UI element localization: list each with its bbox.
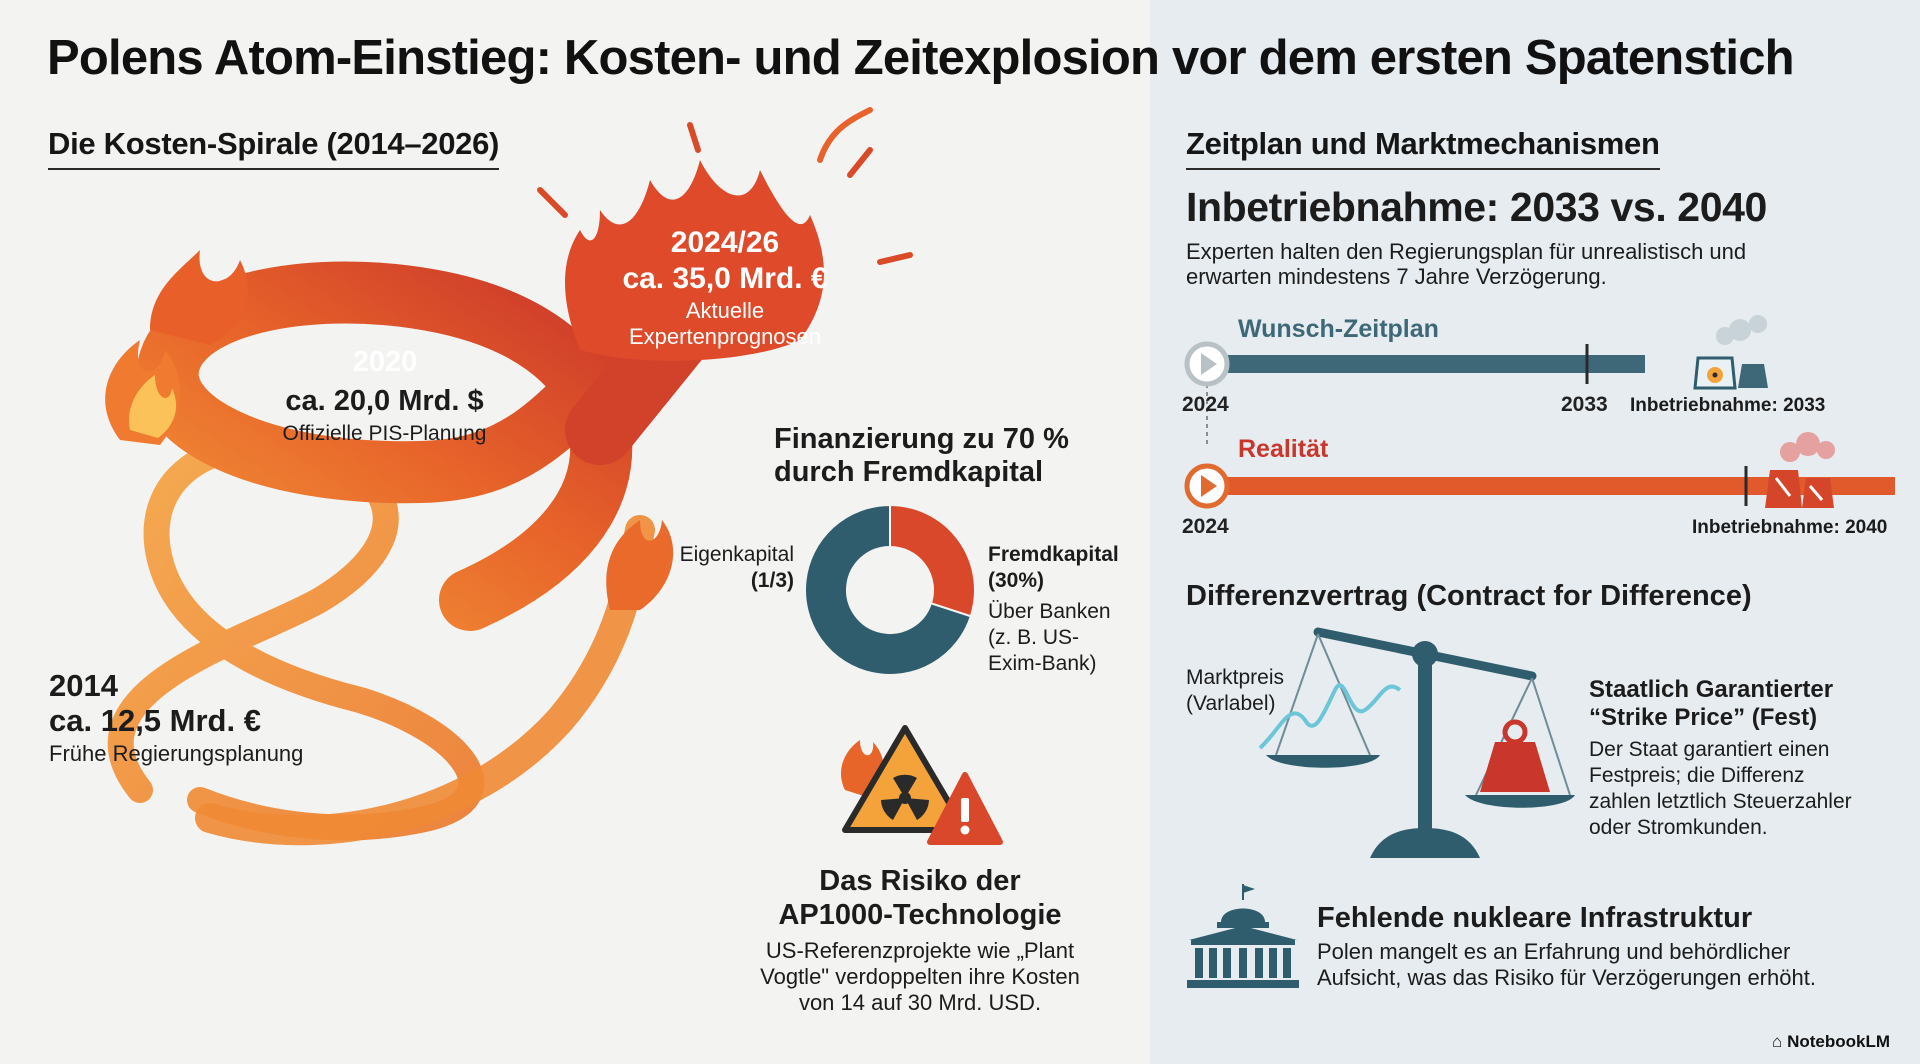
strike-desc-line1: Der Staat garantiert einen xyxy=(1589,738,1830,761)
debt-value: (30%) xyxy=(988,569,1045,592)
cfd-title: Differenzvertrag (Contract for Differenc… xyxy=(1186,580,1752,612)
operation-headline: Inbetriebnahme: 2033 vs. 2040 xyxy=(1186,184,1767,230)
cost-2024-desc-line1: Aktuelle xyxy=(685,298,765,323)
warning-radiation-icon xyxy=(840,725,1003,845)
equity-value: (1/3) xyxy=(750,569,794,592)
risk-title-line2: AP1000-Technologie xyxy=(778,899,1062,931)
government-building-icon xyxy=(1187,884,1299,988)
notebooklm-badge[interactable]: ⌂ NotebookLM xyxy=(1772,1032,1890,1052)
flame-icon xyxy=(606,520,674,610)
cost-2020-desc: Offizielle PIS-Planung xyxy=(282,422,487,445)
financing-title-line2: durch Fremdkapital xyxy=(774,456,1044,488)
infra-desc-line1: Polen mangelt es an Erfahrung und behörd… xyxy=(1317,939,1791,964)
risk-desc-line1: US-Referenzprojekte wie „Plant xyxy=(765,938,1075,963)
infra-title: Fehlende nukleare Infrastruktur xyxy=(1317,902,1753,934)
play-icon xyxy=(1184,463,1230,509)
timeline-heading: Zeitplan und Marktmechanismen xyxy=(1186,126,1660,170)
equity-label: Eigenkapital xyxy=(679,543,794,566)
strike-desc-line3: zahlen letztlich Steuerzahler xyxy=(1589,790,1852,813)
scale-icon xyxy=(1258,627,1575,858)
play-icon xyxy=(1184,341,1230,387)
cost-spiral-graphic xyxy=(105,107,913,846)
strike-desc-line4: oder Stromkunden. xyxy=(1589,816,1768,839)
infra-desc-line2: Aufsicht, was das Risiko für Verzögerung… xyxy=(1317,965,1816,990)
risk-title-line1: Das Risiko der xyxy=(819,865,1021,897)
flame-icon xyxy=(537,107,913,361)
cost-2014-amount: ca. 12,5 Mrd. € xyxy=(49,703,261,738)
cost-2014-year: 2014 xyxy=(49,668,118,703)
plan-timeline-label: Wunsch-Zeitplan xyxy=(1238,315,1439,343)
financing-title-line1: Finanzierung zu 70 % xyxy=(774,423,1069,455)
market-price-line1: Marktpreis xyxy=(1186,666,1285,689)
weight-icon xyxy=(1480,719,1550,792)
strike-title-line2: “Strike Price” (Fest) xyxy=(1589,704,1818,731)
flame-icon xyxy=(105,250,249,445)
strike-desc-line2: Festpreis; die Differenz xyxy=(1589,764,1805,787)
debt-desc-line3: Exim-Bank) xyxy=(988,652,1097,675)
plan-operation-caption: Inbetriebnahme: 2033 xyxy=(1630,395,1826,416)
risk-desc-line2: Vogtle" verdoppelten ihre Kosten xyxy=(760,964,1080,989)
spiral-ribbon-lower xyxy=(107,433,485,841)
debt-desc-line1: Über Banken xyxy=(988,600,1111,623)
real-start-year: 2024 xyxy=(1182,515,1229,538)
plan-start-year: 2024 xyxy=(1182,393,1229,416)
nuclear-plant-icon xyxy=(1693,315,1768,390)
right-panel xyxy=(1150,0,1920,1064)
debt-label: Fremdkapital xyxy=(988,543,1119,566)
debt-desc-line2: (z. B. US- xyxy=(988,626,1080,649)
cost-2020-amount: ca. 20,0 Mrd. $ xyxy=(285,385,484,417)
plan-end-year: 2033 xyxy=(1561,393,1608,416)
notebooklm-label: NotebookLM xyxy=(1787,1032,1890,1051)
cost-2024-amount: ca. 35,0 Mrd. € xyxy=(622,262,828,295)
risk-desc-line3: von 14 auf 30 Mrd. USD. xyxy=(798,990,1042,1015)
market-price-line2: (Varlabel) xyxy=(1186,692,1276,715)
cost-2024-year: 2024/26 xyxy=(670,226,780,259)
operation-subtext-line2: erwarten mindestens 7 Jahre Verzögerung. xyxy=(1186,264,1607,289)
strike-title-line1: Staatlich Garantierter xyxy=(1589,676,1834,703)
nuclear-plant-icon xyxy=(1765,432,1835,508)
financing-donut-chart xyxy=(804,503,976,676)
donut-slice-debt xyxy=(889,503,976,618)
cost-2014-desc: Frühe Regierungsplanung xyxy=(49,741,304,766)
donut-slice-equity xyxy=(804,503,973,676)
cost-spiral-heading: Die Kosten-Spirale (2014–2026) xyxy=(48,126,499,170)
timeline-graphic xyxy=(1184,315,1895,509)
operation-subtext-line1: Experten halten den Regierungsplan für u… xyxy=(1186,239,1747,264)
warning-icon xyxy=(927,772,1003,845)
real-operation-caption: Inbetriebnahme: 2040 xyxy=(1692,517,1888,538)
cost-2020-year: 2020 xyxy=(352,346,418,378)
cost-2024-desc-line2: Expertenprognosen xyxy=(628,324,822,349)
real-timeline-label: Realität xyxy=(1238,435,1329,463)
page-title: Polens Atom-Einstieg: Kosten- und Zeitex… xyxy=(47,31,1795,85)
notebooklm-logo-icon: ⌂ xyxy=(1772,1032,1783,1051)
